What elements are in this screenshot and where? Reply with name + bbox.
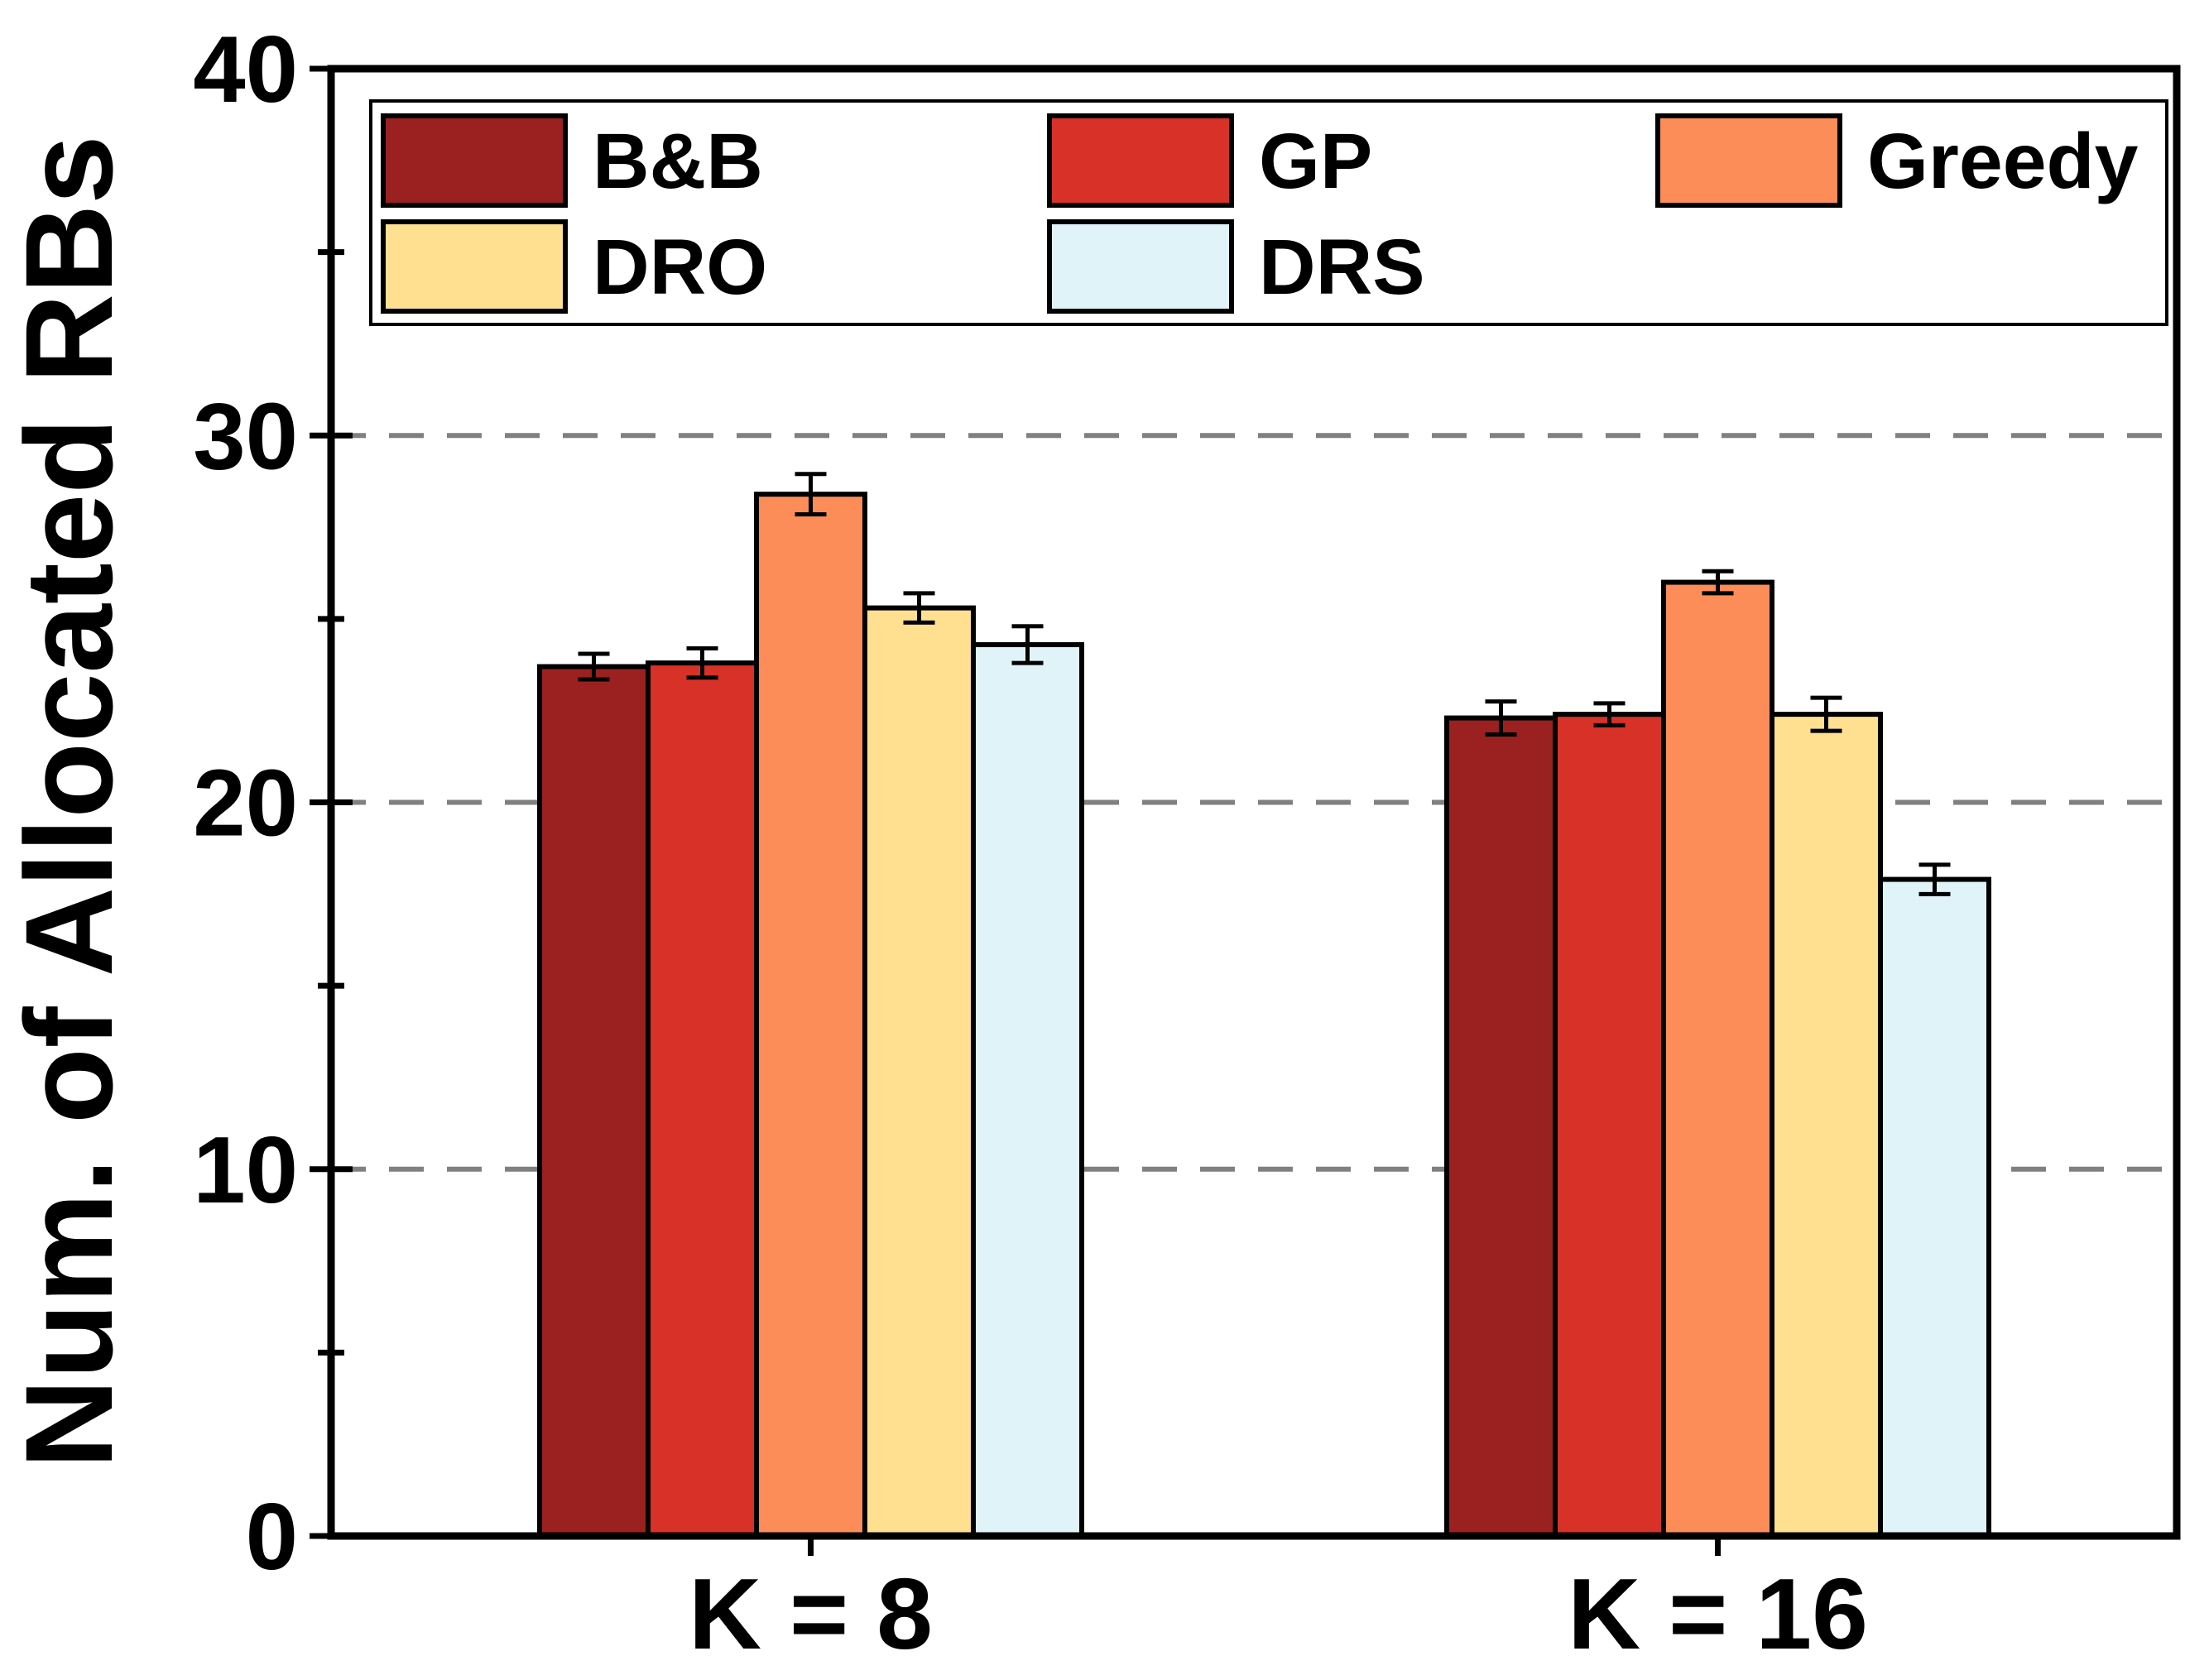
bar-dro-2 xyxy=(1770,712,1883,1538)
y-tick-label: 10 xyxy=(193,1118,298,1223)
y-tick-label: 0 xyxy=(246,1485,298,1590)
legend-swatch-bb xyxy=(381,113,568,208)
y-tick-label: 20 xyxy=(193,751,298,857)
y-axis-title: Num. of Allocated RBs xyxy=(0,135,138,1468)
bar-gp-1 xyxy=(646,660,759,1539)
error-bars xyxy=(578,472,1951,896)
y-tick-label: 30 xyxy=(193,384,298,489)
x-category-label: K = 16 xyxy=(1568,1558,1868,1670)
bars xyxy=(537,492,1991,1539)
legend-label: GP xyxy=(1259,118,1372,205)
legend-label: DRO xyxy=(593,223,767,311)
bar-gp-2 xyxy=(1553,712,1666,1538)
x-category-label: K = 8 xyxy=(689,1558,933,1670)
legend-swatch-drs xyxy=(1047,219,1234,314)
y-axis: 0 10 20 30 40 xyxy=(193,17,353,1590)
bar-bb-2 xyxy=(1444,715,1558,1538)
legend-label: B&B xyxy=(593,118,763,205)
bar-greedy-2 xyxy=(1661,579,1774,1538)
legend-label: Greedy xyxy=(1867,118,2139,205)
y-tick-label: 40 xyxy=(193,17,298,122)
legend-box xyxy=(369,99,2168,326)
bar-greedy-1 xyxy=(754,492,867,1538)
bar-dro-1 xyxy=(862,605,976,1538)
bar-drs-1 xyxy=(971,641,1084,1539)
legend: B&B GP Greedy DRO DRS xyxy=(369,99,2168,326)
bar-drs-2 xyxy=(1878,876,1991,1538)
legend-label: DRS xyxy=(1259,223,1425,311)
legend-swatch-dro xyxy=(381,219,568,314)
bar-bb-1 xyxy=(537,664,651,1538)
legend-swatch-gp xyxy=(1047,113,1234,208)
x-axis: K = 8 K = 16 xyxy=(689,1536,1868,1670)
legend-swatch-greedy xyxy=(1655,113,1842,208)
